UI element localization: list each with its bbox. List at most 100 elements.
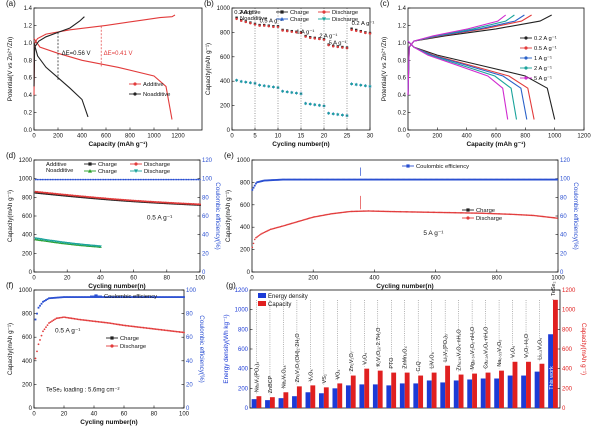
- point-capacity: [451, 211, 453, 214]
- point-capacity: [66, 316, 68, 319]
- point-coulombic-efficiency: [297, 178, 300, 181]
- point-capacity: [255, 236, 257, 239]
- point-coulombic-efficiency: [151, 296, 154, 298]
- point-coulombic-efficiency: [304, 178, 306, 181]
- point-capacity: [178, 331, 181, 333]
- point-capacity: [114, 323, 116, 325]
- point-coulombic-efficiency: [99, 178, 102, 181]
- x-axis-label: Cycling number(n): [80, 419, 137, 426]
- y-tick-label: 800: [240, 180, 251, 186]
- x-tick-label: 800: [125, 134, 136, 140]
- point-capacity: [546, 216, 549, 218]
- point-coulombic-efficiency: [393, 178, 396, 181]
- point-coulombic-efficiency: [477, 178, 480, 181]
- point-additive-discharge: [318, 37, 321, 41]
- point-capacity: [360, 210, 363, 212]
- y2-tick-label: 100: [560, 177, 571, 183]
- point-additive-discharge: [44, 191, 47, 194]
- x-tick-label: 20: [61, 412, 68, 418]
- point-capacity: [520, 214, 523, 216]
- point-coulombic-efficiency: [526, 178, 529, 181]
- point-coulombic-efficiency: [126, 296, 128, 298]
- point-capacity: [64, 316, 67, 319]
- point-coulombic-efficiency: [494, 178, 497, 181]
- point-coulombic-efficiency: [180, 296, 182, 298]
- point-capacity: [345, 211, 348, 213]
- point-coulombic-efficiency: [315, 178, 317, 181]
- point-capacity: [394, 210, 397, 213]
- point-capacity: [481, 212, 484, 215]
- bar-capacity: [283, 392, 289, 408]
- panel-label: (g): [226, 281, 236, 290]
- point-coulombic-efficiency: [556, 178, 558, 181]
- point-coulombic-efficiency: [180, 178, 183, 181]
- point-additive-discharge: [263, 24, 266, 27]
- point-coulombic-efficiency: [187, 178, 190, 181]
- bar-energy: [251, 399, 257, 408]
- point-capacity: [414, 211, 416, 213]
- point-coulombic-efficiency: [136, 296, 139, 298]
- x-tick-label: 60: [121, 412, 128, 418]
- bar-energy: [494, 378, 500, 408]
- y-axis-label: Energy density(Wh kg⁻¹): [223, 314, 230, 383]
- point-capacity: [106, 321, 109, 324]
- point-coulombic-efficiency: [121, 296, 124, 298]
- point-noadditive-discharge: [290, 91, 294, 95]
- point-additive-discharge: [290, 30, 293, 33]
- point-capacity: [124, 324, 127, 327]
- x-tick-label: 40: [91, 412, 98, 418]
- point-coulombic-efficiency: [258, 180, 261, 183]
- point-capacity: [311, 216, 314, 219]
- y2-tick-label: 20: [560, 251, 567, 257]
- point-capacity: [312, 216, 315, 218]
- loading-annotation: TeSe₂ loading : 5.6mg cm⁻²: [46, 387, 120, 393]
- bar-energy: [548, 334, 553, 408]
- point-coulombic-efficiency: [404, 178, 407, 181]
- point-coulombic-efficiency: [403, 178, 405, 181]
- legend-ce-marker: [94, 294, 98, 298]
- point-capacity: [537, 215, 540, 217]
- point-coulombic-efficiency: [296, 178, 299, 181]
- point-coulombic-efficiency: [163, 296, 166, 298]
- point-capacity: [353, 210, 355, 213]
- point-capacity: [102, 321, 104, 324]
- point-coulombic-efficiency: [294, 178, 297, 181]
- point-coulombic-efficiency: [481, 178, 484, 181]
- point-coulombic-efficiency: [58, 178, 60, 181]
- y-tick-label: 400: [22, 233, 33, 239]
- y-tick-label: 1200: [235, 288, 249, 294]
- legend-noadditive-label: Noadditive: [143, 92, 170, 98]
- point-additive-discharge: [142, 200, 145, 203]
- y2-axis-label: Capacity(mAh g⁻¹): [580, 323, 587, 375]
- y2-tick-label: 0: [186, 406, 190, 412]
- point-additive-discharge: [192, 203, 195, 206]
- legend-additive-label: Additive: [143, 82, 164, 88]
- point-coulombic-efficiency: [83, 178, 85, 181]
- point-capacity: [299, 220, 301, 222]
- point-coulombic-efficiency: [476, 178, 479, 181]
- category-label: PTO: [389, 358, 395, 369]
- point-coulombic-efficiency: [127, 178, 130, 181]
- point-coulombic-efficiency: [410, 178, 413, 181]
- point-noadditive-discharge: [294, 92, 298, 95]
- point-coulombic-efficiency: [51, 297, 53, 299]
- point-coulombic-efficiency: [58, 296, 61, 299]
- point-additive-discharge: [122, 198, 125, 201]
- point-additive-discharge: [116, 198, 118, 201]
- point-additive-discharge: [52, 192, 55, 195]
- annotation-additive: ΔE=0.41 V: [104, 51, 133, 57]
- point-coulombic-efficiency: [496, 178, 499, 181]
- point-additive-discharge: [42, 191, 45, 194]
- point-capacity: [544, 215, 546, 218]
- point-coulombic-efficiency: [415, 178, 418, 181]
- category-label: V₂O₅: [511, 346, 517, 358]
- point-capacity: [477, 212, 480, 214]
- point-coulombic-efficiency: [282, 178, 284, 181]
- point-coulombic-efficiency: [181, 296, 184, 298]
- x-tick-label: 80: [163, 276, 170, 282]
- category-label: Mg₀.₃₄V₂O₅·nH₂O: [470, 327, 476, 370]
- point-coulombic-efficiency: [121, 178, 123, 181]
- point-additive-discharge: [94, 196, 97, 199]
- point-coulombic-efficiency: [41, 178, 44, 181]
- point-capacity: [171, 330, 173, 332]
